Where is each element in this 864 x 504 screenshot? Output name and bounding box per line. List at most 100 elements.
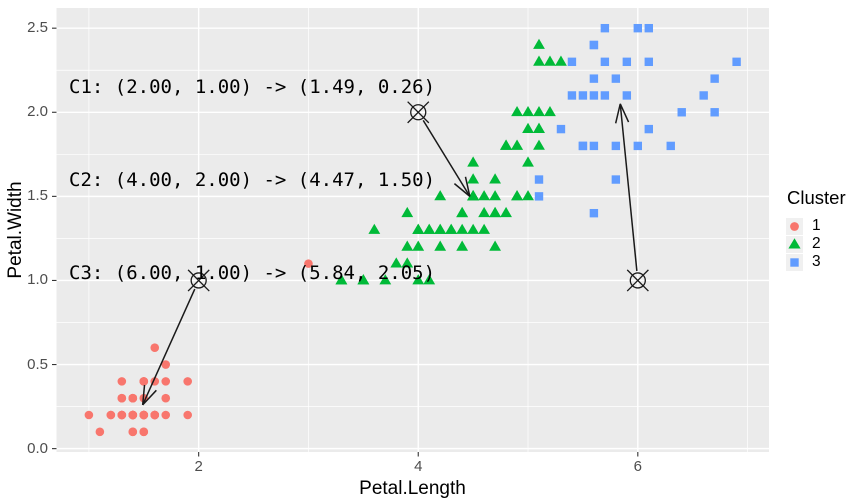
data-point-cluster2: [467, 173, 480, 184]
data-point-cluster1: [183, 377, 192, 386]
data-point-cluster1: [150, 343, 160, 353]
data-point-cluster3: [567, 91, 577, 100]
data-point-cluster1: [150, 410, 160, 420]
data-point-cluster3: [699, 91, 708, 100]
data-point-cluster1: [161, 410, 171, 420]
data-point-cluster3: [534, 192, 544, 201]
centroid-arrow-barb: [142, 389, 157, 406]
data-point-cluster2: [401, 240, 414, 251]
cluster1-circle-icon: [786, 217, 803, 235]
data-point-cluster2: [423, 274, 436, 285]
y-tick-label: 0.5: [27, 355, 48, 373]
data-point-cluster2: [456, 240, 469, 251]
data-point-cluster2: [434, 223, 447, 234]
data-point-cluster1: [106, 410, 116, 420]
data-point-cluster2: [401, 206, 414, 218]
legend: Cluster 1 2 3: [786, 187, 846, 271]
data-point-cluster1: [139, 427, 149, 437]
data-point-cluster2: [522, 156, 534, 167]
data-point-cluster1: [304, 259, 313, 268]
data-point-cluster3: [644, 124, 653, 134]
data-point-cluster3: [600, 91, 610, 100]
data-point-cluster2: [489, 173, 501, 184]
data-point-cluster2: [445, 223, 458, 234]
data-point-cluster3: [600, 23, 610, 33]
data-point-cluster3: [666, 141, 675, 151]
data-point-cluster2: [390, 257, 403, 268]
data-point-cluster2: [511, 190, 523, 201]
data-point-cluster3: [578, 141, 588, 151]
data-point-cluster2: [533, 139, 545, 150]
data-point-cluster2: [533, 122, 545, 133]
legend-item-cluster2: 2: [786, 235, 846, 253]
data-point-cluster2: [511, 105, 523, 117]
data-point-cluster2: [500, 139, 512, 150]
data-point-cluster2: [423, 223, 436, 234]
centroid-arrow-barb: [453, 183, 471, 197]
data-point-cluster2: [489, 240, 501, 251]
plot-panel: [56, 8, 769, 452]
data-point-cluster3: [578, 91, 588, 100]
data-point-cluster2: [533, 38, 545, 49]
data-point-cluster3: [611, 175, 621, 184]
data-point-cluster2: [456, 206, 469, 218]
initial-centroid-cross: [626, 269, 649, 292]
annotation-line-c3: C3: (6.00, 1.00) -> (5.84, 2.05): [69, 262, 436, 284]
data-point-cluster2: [357, 274, 370, 285]
data-point-cluster2: [522, 105, 534, 117]
data-point-cluster2: [412, 274, 425, 285]
data-point-cluster2: [489, 206, 501, 218]
data-point-cluster2: [544, 55, 556, 66]
x-tick-label: 2: [194, 458, 203, 475]
y-tick-label: 1.5: [27, 187, 48, 205]
data-point-cluster2: [489, 190, 501, 201]
data-point-cluster3: [556, 124, 566, 134]
data-point-cluster2: [467, 223, 480, 234]
data-point-cluster1: [128, 427, 138, 437]
data-point-cluster3: [589, 91, 599, 100]
centroid-arrow-shaft: [141, 288, 196, 406]
data-point-cluster3: [732, 57, 741, 67]
data-point-cluster2: [412, 223, 425, 234]
data-point-cluster1: [139, 377, 149, 386]
data-point-cluster2: [533, 55, 545, 66]
centroid-arrow-barb: [141, 384, 146, 405]
x-axis-title: Petal.Length: [359, 478, 466, 499]
data-point-cluster2: [412, 240, 425, 251]
data-point-cluster3: [633, 23, 643, 33]
cluster3-square-icon: [786, 253, 803, 271]
data-point-cluster1: [117, 410, 127, 420]
centroid-arrow-barb: [464, 176, 471, 197]
annotation-line-c1: C1: (2.00, 1.00) -> (1.49, 0.26): [69, 76, 436, 98]
data-point-cluster2: [500, 206, 512, 218]
data-point-cluster2: [434, 240, 447, 251]
data-point-cluster2: [522, 122, 534, 133]
data-point-cluster3: [677, 108, 686, 117]
data-point-cluster3: [611, 141, 621, 151]
data-point-cluster3: [567, 57, 577, 67]
y-tick-label: 1.0: [27, 271, 48, 289]
data-point-cluster1: [84, 410, 94, 420]
x-tick-label: 6: [633, 458, 642, 475]
legend-label-1: 1: [812, 217, 821, 234]
data-point-cluster1: [128, 393, 138, 403]
data-point-cluster1: [117, 393, 127, 403]
y-tick-label: 0.0: [27, 439, 48, 457]
data-point-cluster2: [401, 257, 414, 268]
data-point-cluster3: [611, 74, 621, 83]
y-tick-label: 2.0: [27, 103, 48, 121]
data-point-cluster1: [161, 360, 171, 369]
legend-label-3: 3: [812, 253, 821, 270]
data-point-cluster3: [589, 208, 599, 218]
data-point-cluster1: [139, 410, 149, 420]
legend-item-cluster3: 3: [786, 253, 846, 271]
cluster2-triangle-icon: [786, 235, 803, 253]
centroid-annotation: C1: (2.00, 1.00) -> (1.49, 0.26) C2: (4.…: [69, 10, 435, 351]
initial-centroid-marker: [629, 272, 646, 289]
data-point-cluster2: [434, 190, 447, 201]
data-point-cluster2: [478, 223, 491, 234]
data-point-cluster3: [589, 74, 599, 83]
data-point-cluster2: [379, 274, 392, 285]
data-point-cluster3: [633, 141, 643, 151]
